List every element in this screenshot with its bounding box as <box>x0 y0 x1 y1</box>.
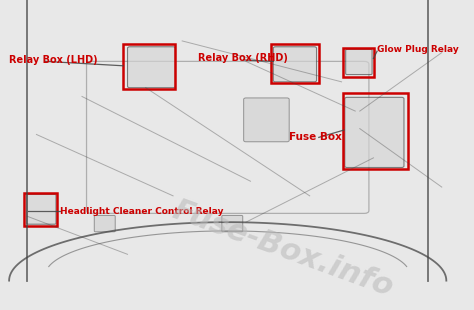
Bar <box>24 193 57 226</box>
FancyBboxPatch shape <box>222 215 243 232</box>
FancyBboxPatch shape <box>345 97 404 167</box>
Bar <box>271 44 319 83</box>
Bar <box>123 44 175 89</box>
Bar <box>343 93 408 169</box>
FancyBboxPatch shape <box>128 47 175 88</box>
Text: Relay Box (LHD): Relay Box (LHD) <box>9 55 98 65</box>
FancyBboxPatch shape <box>94 215 115 232</box>
Text: Relay Box (RHD): Relay Box (RHD) <box>198 53 288 64</box>
Text: Glow Plug Relay: Glow Plug Relay <box>377 45 459 54</box>
FancyBboxPatch shape <box>244 98 289 142</box>
Bar <box>343 48 374 77</box>
FancyBboxPatch shape <box>346 49 372 74</box>
Text: Headlight Cleaner Control Relay: Headlight Cleaner Control Relay <box>60 206 224 215</box>
Text: Fuse Box: Fuse Box <box>289 132 342 142</box>
FancyBboxPatch shape <box>273 47 317 82</box>
Text: Fuse-Box.info: Fuse-Box.info <box>168 195 397 302</box>
FancyBboxPatch shape <box>27 194 56 224</box>
